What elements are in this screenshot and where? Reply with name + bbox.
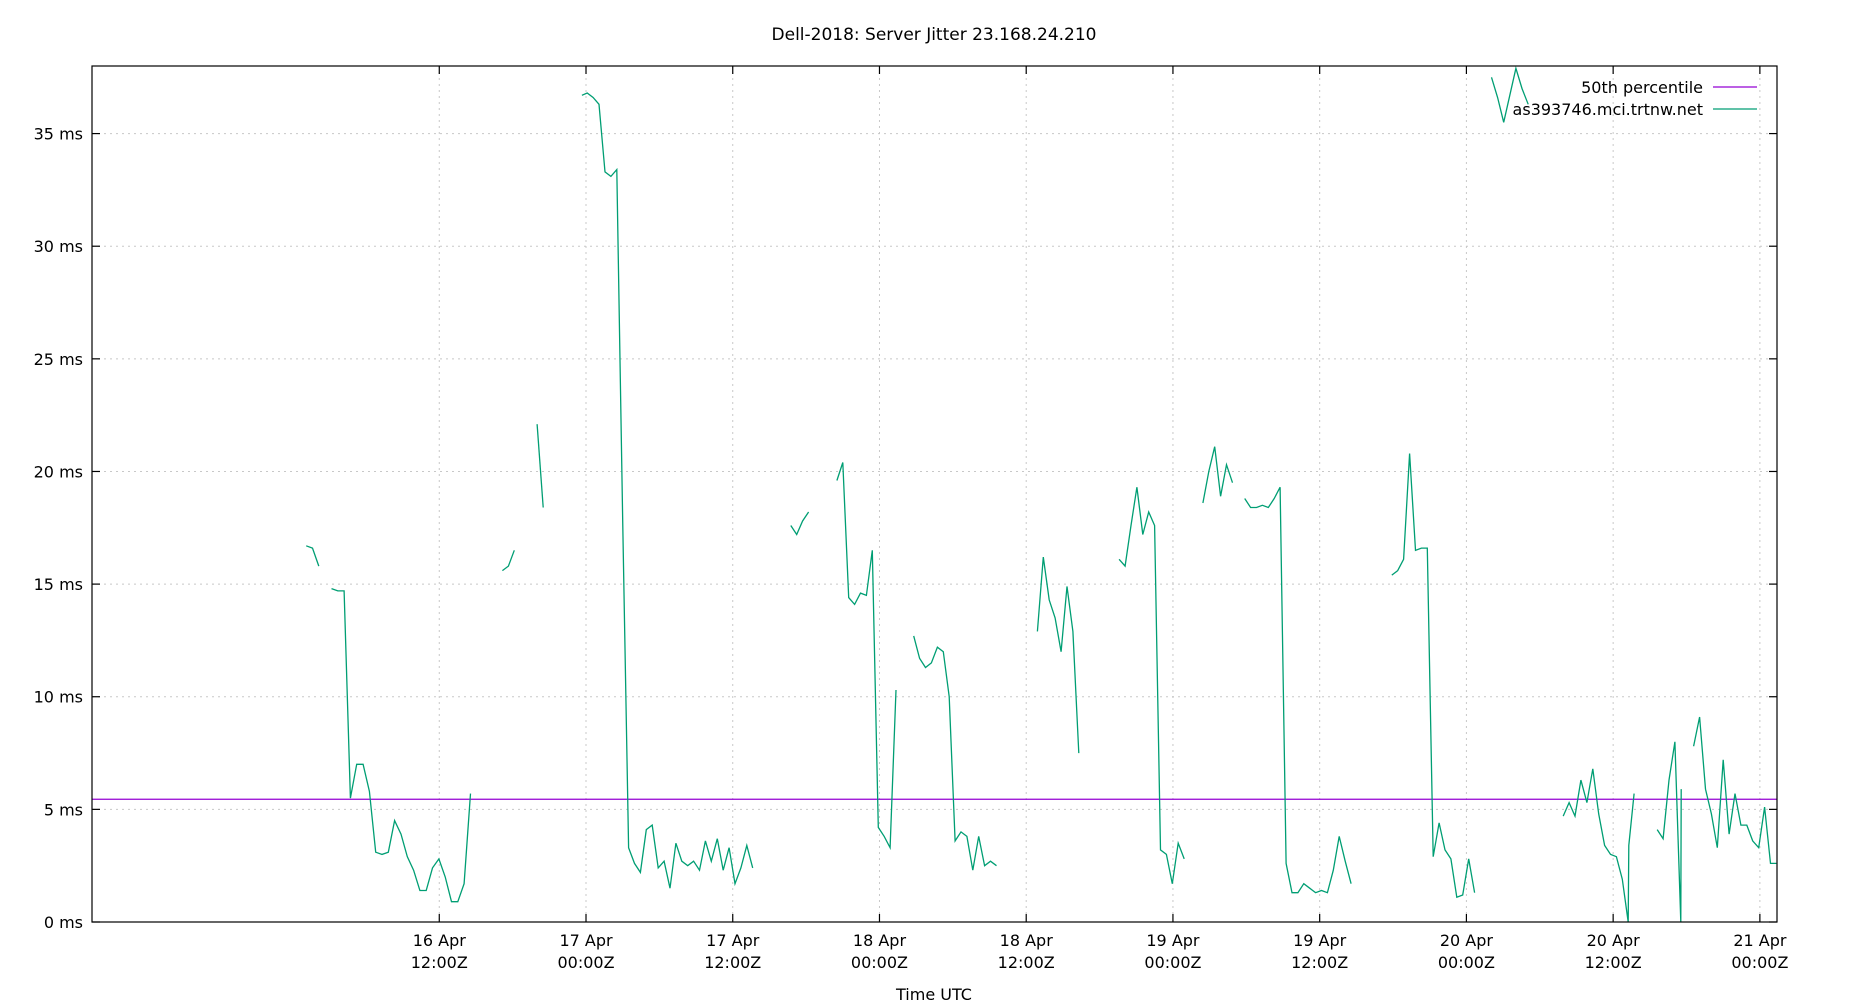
- series-line-segment: [1562, 768, 1635, 923]
- series-line-segment: [502, 550, 515, 572]
- x-tick-label-time: 00:00Z: [1438, 953, 1495, 972]
- x-tick-label-time: 12:00Z: [704, 953, 761, 972]
- series-line-segment: [790, 511, 810, 536]
- y-tick-label: 35 ms: [34, 125, 83, 144]
- series-line-segment: [305, 545, 320, 567]
- x-tick-label-date: 17 Apr: [559, 931, 613, 950]
- x-tick-label-time: 12:00Z: [1291, 953, 1348, 972]
- y-tick-label: 10 ms: [34, 688, 83, 707]
- grid-layer: [92, 66, 1777, 922]
- chart-title: Dell-2018: Server Jitter 23.168.24.210: [772, 25, 1097, 45]
- x-tick-label-date: 16 Apr: [413, 931, 467, 950]
- series-layer: [305, 65, 1777, 923]
- series-line-segment: [1118, 487, 1185, 884]
- x-tick-label-date: 18 Apr: [1000, 931, 1054, 950]
- x-tick-label-date: 20 Apr: [1440, 931, 1494, 950]
- x-tick-label-date: 19 Apr: [1293, 931, 1347, 950]
- legend-label: 50th percentile: [1581, 78, 1703, 97]
- x-tick-label-time: 12:00Z: [411, 953, 468, 972]
- series-line-segment: [836, 462, 897, 851]
- y-tick-label: 25 ms: [34, 350, 83, 369]
- series-line-segment: [1490, 65, 1529, 123]
- y-tick-label: 30 ms: [34, 237, 83, 256]
- x-tick-label-date: 18 Apr: [853, 931, 907, 950]
- y-tick-label: 5 ms: [44, 800, 83, 819]
- legend: 50th percentile as393746.mci.trtnw.net: [1513, 78, 1757, 119]
- y-tick-label: 20 ms: [34, 462, 83, 481]
- x-tick-label-date: 21 Apr: [1733, 931, 1787, 950]
- y-tick-label: 0 ms: [44, 913, 83, 932]
- series-line-segment: [913, 635, 997, 871]
- series-line-segment: [536, 424, 544, 508]
- plot-frame: [91, 65, 1778, 923]
- series-line-segment: [1244, 486, 1352, 894]
- series-line-segment: [1202, 446, 1234, 504]
- series-line-segment: [331, 587, 472, 903]
- x-tick-label-time: 12:00Z: [998, 953, 1055, 972]
- series-line-segment: [1391, 453, 1476, 899]
- series-line-segment: [1656, 741, 1682, 923]
- x-tick-label-time: 00:00Z: [851, 953, 908, 972]
- x-tick-label-time: 00:00Z: [1731, 953, 1788, 972]
- x-tick-label-time: 12:00Z: [1585, 953, 1642, 972]
- series-line-segment: [1692, 716, 1777, 865]
- tick-layer: 0 ms 5 ms 10 ms 15 ms 20 ms 25 ms 30 ms 35 ms 16…: [34, 66, 1788, 972]
- x-tick-label-date: 17 Apr: [706, 931, 760, 950]
- y-tick-label: 15 ms: [34, 575, 83, 594]
- x-tick-label-date: 19 Apr: [1146, 931, 1200, 950]
- x-tick-label-date: 20 Apr: [1587, 931, 1641, 950]
- x-tick-label-time: 00:00Z: [557, 953, 614, 972]
- series-line-segment: [581, 92, 754, 889]
- x-axis-label: Time UTC: [895, 985, 972, 1000]
- x-tick-label-time: 00:00Z: [1144, 953, 1201, 972]
- series-line-segment: [1036, 557, 1080, 754]
- legend-label: as393746.mci.trtnw.net: [1513, 100, 1703, 119]
